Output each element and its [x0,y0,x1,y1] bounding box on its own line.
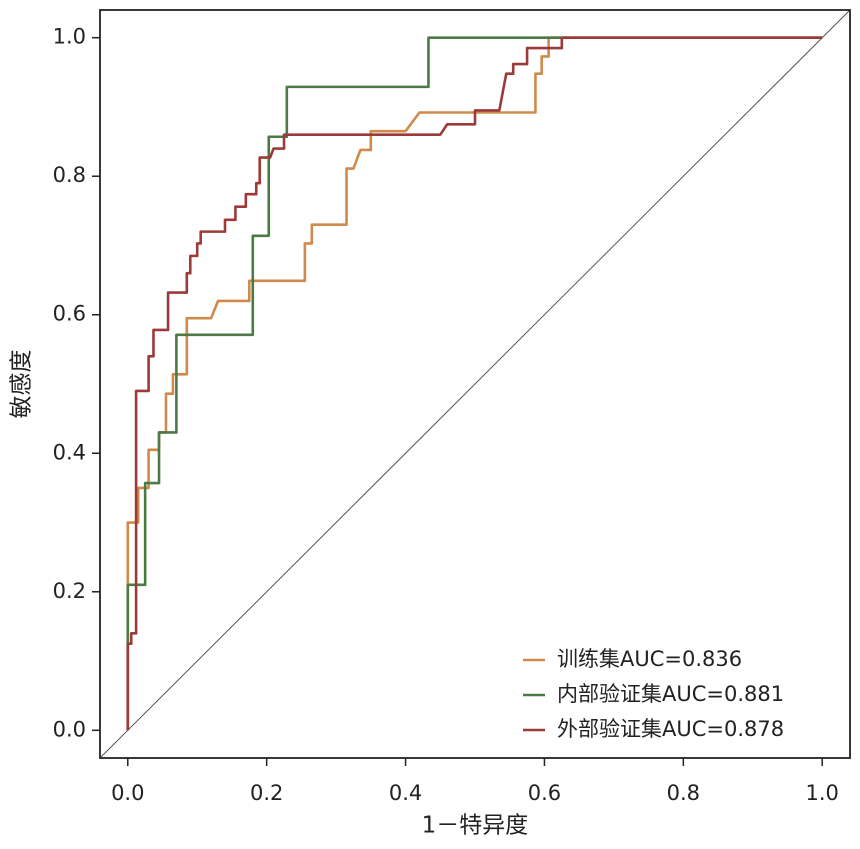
x-tick-label: 0.6 [528,781,561,805]
y-tick-label: 0.6 [53,302,86,326]
legend-label: 外部验证集AUC=0.878 [557,717,784,741]
y-tick-label: 0.2 [53,579,86,603]
roc-curve [126,36,823,731]
y-tick-label: 0.8 [53,163,86,187]
x-tick-label: 0.8 [667,781,700,805]
y-tick-label: 0.4 [53,440,86,464]
y-tick-label: 0.0 [53,717,86,741]
y-axis-label: 敏感度 [9,350,35,419]
x-tick-label: 0.2 [250,781,283,805]
legend-label: 内部验证集AUC=0.881 [557,682,784,706]
diagonal-reference [99,9,851,759]
plot-frame [99,9,851,759]
x-tick-label: 1.0 [806,781,839,805]
x-tick-label: 0.0 [111,781,144,805]
legend-label: 训练集AUC=0.836 [557,647,742,671]
x-tick-label: 0.4 [389,781,422,805]
y-tick-label: 1.0 [53,25,86,49]
x-axis-label: 1－特异度 [422,813,529,839]
roc-curve [126,36,823,731]
